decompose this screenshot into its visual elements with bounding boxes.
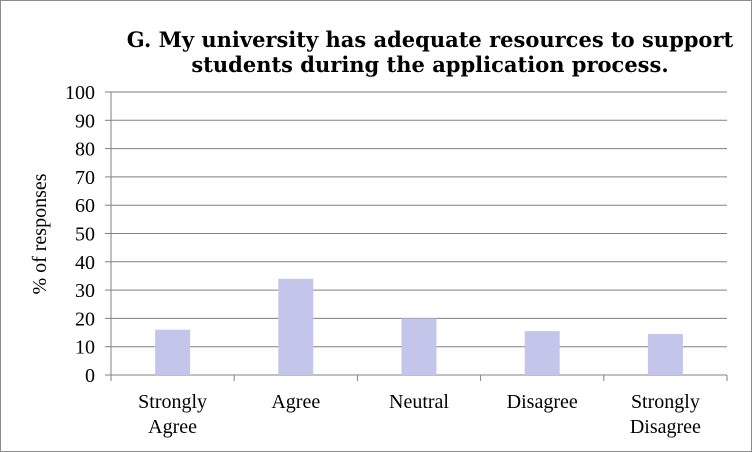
y-tick-label: 0 — [85, 365, 95, 387]
bar-strongly-agree — [155, 329, 191, 375]
bar-neutral — [401, 318, 437, 375]
x-category-label: Agree — [148, 416, 197, 438]
y-tick-label: 20 — [75, 308, 95, 330]
chart-title-line-2: students during the application process. — [191, 52, 668, 77]
y-tick-label: 80 — [75, 139, 95, 161]
bar-agree — [278, 278, 314, 375]
chart-title-line-1: G. My university has adequate resources … — [127, 27, 734, 52]
bars — [155, 278, 683, 375]
gridlines — [105, 91, 728, 381]
y-tick-label: 50 — [75, 224, 95, 246]
bar-disagree — [524, 331, 560, 375]
y-tick-label: 90 — [75, 110, 95, 132]
y-tick-label: 70 — [75, 167, 95, 189]
x-category-label: Disagree — [630, 416, 701, 438]
y-tick-label: 60 — [75, 195, 95, 217]
x-category-label: Strongly — [138, 391, 207, 413]
y-tick-label: 40 — [75, 252, 95, 274]
x-category-labels: Strongly Agree Agree Neutral Disagree Strongl… — [138, 391, 701, 438]
bar-strongly-disagree — [647, 333, 683, 375]
y-tick-label: 10 — [75, 337, 95, 359]
y-tick-label: 100 — [65, 82, 95, 104]
x-category-label: Disagree — [507, 391, 578, 413]
x-category-label: Strongly — [631, 391, 700, 413]
x-category-label: Agree — [271, 391, 320, 413]
y-tick-label: 30 — [75, 280, 95, 302]
x-category-label: Neutral — [389, 391, 449, 413]
y-axis-label: % of responses — [29, 173, 51, 294]
y-tick-labels: 0 10 20 30 40 50 60 70 80 90 100 — [65, 82, 95, 387]
